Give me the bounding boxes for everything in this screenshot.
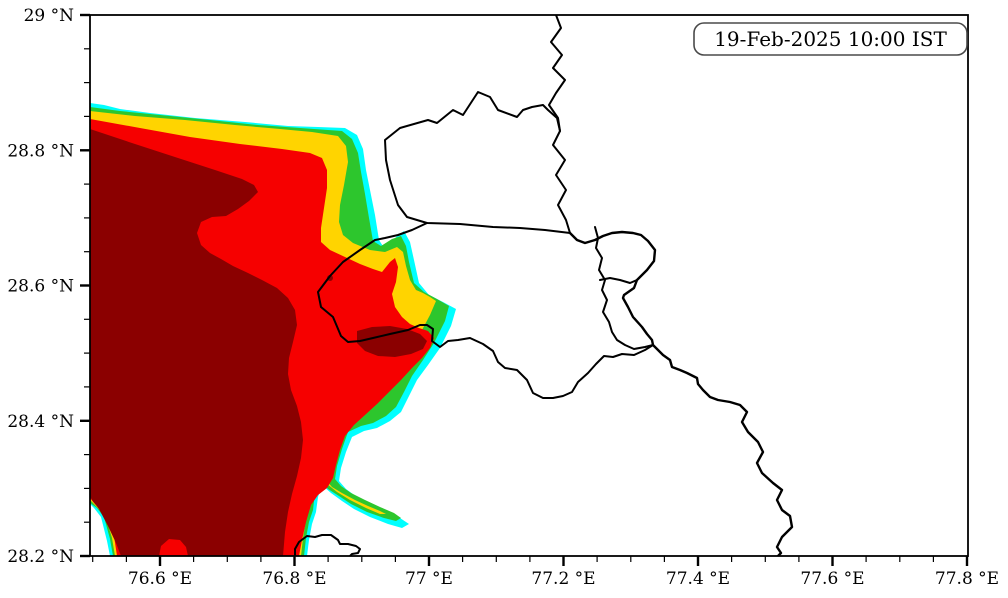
x-tick-label: 77.6 °E: [800, 569, 864, 589]
y-tick-label: 28.4 °N: [7, 412, 74, 432]
y-tick-label: 29 °N: [24, 6, 75, 26]
contour-island-dark-red: [357, 326, 427, 357]
boundary-connector: [599, 277, 638, 284]
x-tick-label: 77.4 °E: [666, 569, 730, 589]
boundary-bottom-fragment: [294, 534, 361, 556]
x-tick-label: 76.6 °E: [128, 569, 192, 589]
boundary-west-and-south: [317, 222, 654, 399]
x-tick-label: 77 °E: [405, 569, 453, 589]
timestamp-box: 19-Feb-2025 10:00 IST: [693, 22, 968, 56]
x-axis-labels: 76.6 °E 76.8 °E 77 °E 77.2 °E 77.4 °E 77…: [128, 569, 999, 589]
y-axis-labels: 29 °N 28.8 °N 28.6 °N 28.4 °N 28.2 °N: [7, 6, 74, 567]
y-tick-label: 28.2 °N: [7, 547, 74, 567]
x-tick-label: 76.8 °E: [262, 569, 326, 589]
x-tick-label: 77.2 °E: [531, 569, 595, 589]
boundary-northwest-polygon: [384, 91, 571, 234]
boundary-east-and-southeast: [568, 230, 794, 556]
y-axis-ticks: [80, 13, 90, 558]
x-axis-ticks: [92, 556, 969, 566]
timestamp-text: 19-Feb-2025 10:00 IST: [714, 27, 947, 51]
y-tick-label: 28.6 °N: [7, 277, 74, 297]
boundary-river-north: [548, 15, 566, 132]
contour-island-red: [159, 539, 188, 556]
contour-dot-red: [207, 239, 213, 245]
boundary-central-divider: [594, 226, 654, 350]
timestamp-box-frame: [693, 22, 968, 56]
contour-layers: [90, 103, 456, 556]
contour-band-dark-red: [90, 129, 303, 556]
x-tick-label: 77.8 °E: [935, 569, 999, 589]
y-tick-label: 28.8 °N: [7, 141, 74, 161]
district-boundaries: [294, 15, 794, 556]
